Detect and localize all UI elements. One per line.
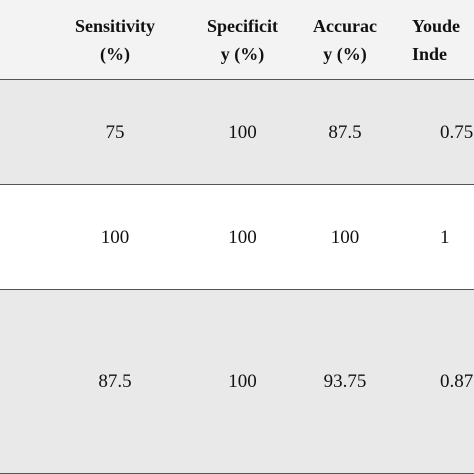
table-cell: 87.5	[98, 371, 132, 392]
header-cell: Accurac y (%)	[300, 0, 390, 80]
table-cell: 100	[100, 226, 130, 248]
header-text: Accurac	[313, 16, 377, 36]
header-cell: Sensitivity (%)	[45, 0, 185, 80]
header-cell: Specificit y (%)	[185, 0, 300, 80]
header-text: (%)	[100, 44, 130, 64]
table-cell: 93.75	[323, 371, 367, 392]
table-cell: 75	[105, 121, 125, 143]
header-text: y (%)	[220, 44, 265, 64]
header-text: Youde	[412, 16, 461, 36]
table-row: 331001001001	[0, 185, 474, 290]
header-text: Specificit	[207, 16, 278, 36]
table-cell: 100	[228, 371, 257, 392]
table-row: 957510087.50.750	[0, 80, 474, 185]
table-cell: 0.875	[440, 371, 474, 392]
header-text: y (%)	[323, 44, 367, 64]
table-cell: 100	[330, 226, 360, 248]
header-cell: Youde Inde	[392, 0, 474, 80]
header-text: Sensitivity	[74, 16, 155, 36]
table-cell: 100	[228, 121, 257, 143]
table-cell: 1	[440, 226, 450, 248]
table-cell: 0.750	[440, 121, 474, 143]
table-cell: 87.5	[328, 121, 362, 143]
header-text: Inde	[412, 44, 448, 64]
table-cell: 100	[228, 226, 257, 248]
